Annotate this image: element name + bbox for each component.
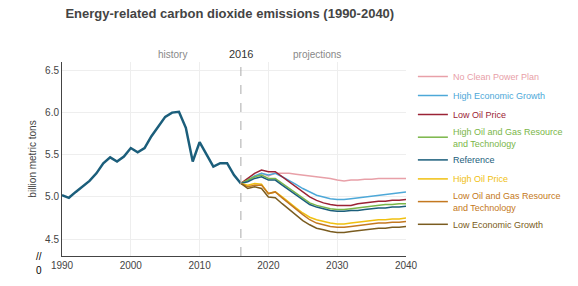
svg-text:5.5: 5.5 [45,149,59,160]
svg-text:2000: 2000 [120,260,143,271]
svg-text:history: history [158,49,187,60]
svg-text:6.5: 6.5 [45,65,59,76]
svg-text:No Clean Power Plan: No Clean Power Plan [453,72,539,82]
svg-text:Energy-related carbon dioxide: Energy-related carbon dioxide emissions … [65,6,394,21]
svg-text:2020: 2020 [257,260,280,271]
svg-text:6.0: 6.0 [45,107,59,118]
svg-text:Reference: Reference [453,155,495,165]
svg-text:High Oil and Gas Resourceand T: High Oil and Gas Resourceand Technology [453,127,563,149]
svg-text:2030: 2030 [326,260,349,271]
svg-text:Low Oil Price: Low Oil Price [453,110,506,120]
svg-text:2016: 2016 [229,48,253,60]
svg-text://: // [36,251,42,262]
svg-text:4.5: 4.5 [45,234,59,245]
svg-text:Low Oil and Gas Resourceand Te: Low Oil and Gas Resourceand Technology [453,191,561,213]
svg-text:2010: 2010 [188,260,211,271]
svg-text:billion metric tons: billion metric tons [27,120,38,197]
svg-text:projections: projections [293,49,341,60]
svg-text:High Economic Growth: High Economic Growth [453,91,545,101]
svg-text:5.0: 5.0 [45,191,59,202]
svg-text:0: 0 [36,265,42,276]
svg-text:High Oil Price: High Oil Price [453,174,508,184]
svg-text:2040: 2040 [395,260,418,271]
svg-text:Low Economic Growth: Low Economic Growth [453,220,543,230]
svg-text:1990: 1990 [51,260,74,271]
